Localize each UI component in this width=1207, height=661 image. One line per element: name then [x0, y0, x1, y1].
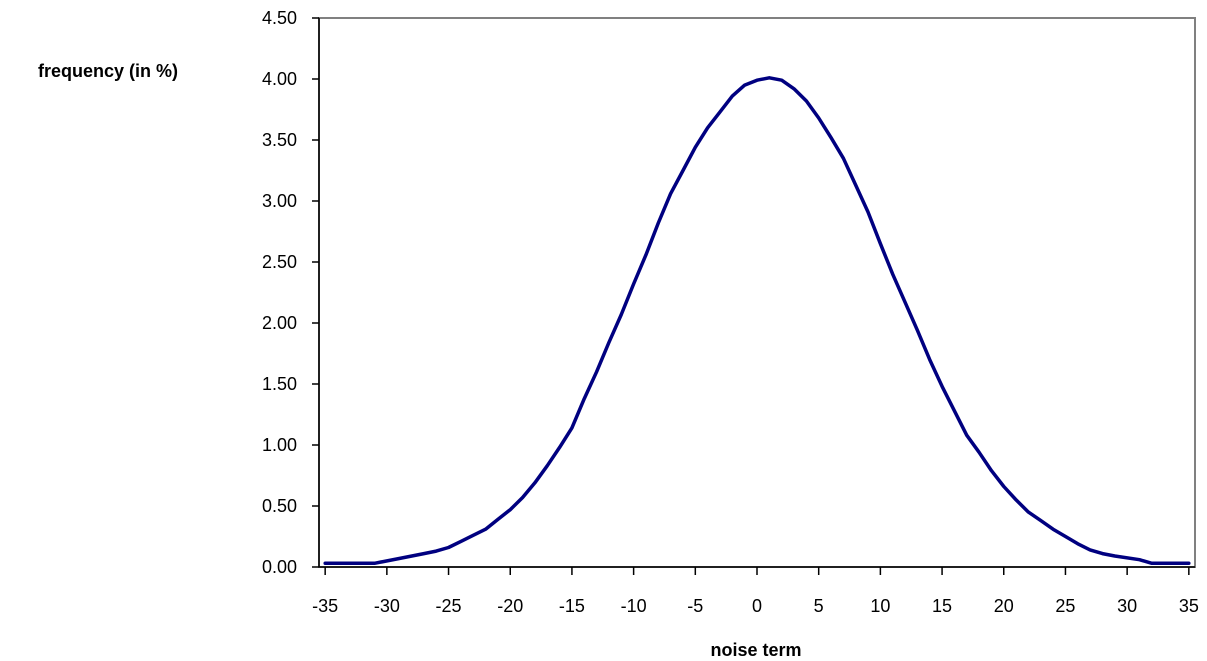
x-tick-label: 0: [752, 596, 762, 616]
y-axis-title: frequency (in %): [38, 61, 178, 81]
x-tick-label: 20: [994, 596, 1014, 616]
y-tick-label: 0.50: [262, 496, 297, 516]
y-tick-label: 1.50: [262, 374, 297, 394]
y-tick-label: 4.00: [262, 69, 297, 89]
x-tick-label: -20: [497, 596, 523, 616]
x-tick-label: -30: [374, 596, 400, 616]
x-tick-label: 15: [932, 596, 952, 616]
series-line-0: [323, 76, 1191, 566]
y-tick-label: 2.50: [262, 252, 297, 272]
plot-area-frame: [318, 17, 1196, 568]
x-tick-label: 30: [1117, 596, 1137, 616]
x-tick-label: -15: [559, 596, 585, 616]
x-tick-label: 35: [1179, 596, 1199, 616]
x-tick-label: 25: [1055, 596, 1075, 616]
x-axis: -35 -30 -25 -20 -15 -10 -5 0 5 10 15 20 25 30 35: [312, 566, 1199, 616]
series-group: [323, 76, 1191, 566]
x-tick-label: -5: [687, 596, 703, 616]
x-tick-label: -25: [436, 596, 462, 616]
y-tick-label: 4.50: [262, 8, 297, 28]
x-tick-label: 10: [870, 596, 890, 616]
x-axis-title: noise term: [710, 640, 801, 660]
y-tick-label: 3.50: [262, 130, 297, 150]
y-tick-label: 2.00: [262, 313, 297, 333]
x-tick-label: -10: [621, 596, 647, 616]
y-axis: 0.00 0.50 1.00 1.50 2.00 2.50 3.00 3.50 4.00 4.50: [262, 8, 320, 577]
y-tick-label: 0.00: [262, 557, 297, 577]
y-tick-label: 3.00: [262, 191, 297, 211]
x-tick-label: -35: [312, 596, 338, 616]
y-tick-label: 1.00: [262, 435, 297, 455]
x-tick-label: 5: [814, 596, 824, 616]
